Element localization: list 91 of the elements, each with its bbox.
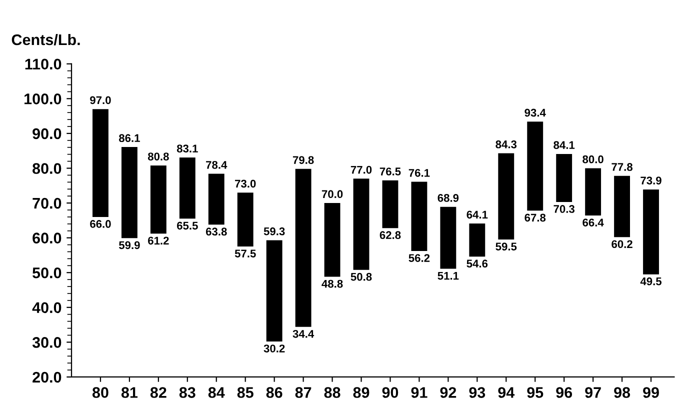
x-tick-label: 83	[179, 387, 196, 398]
x-tick-label: 94	[498, 387, 515, 398]
annotation: 93.4	[524, 108, 546, 117]
x-tick-label: 92	[440, 387, 456, 398]
annotation: 61.2	[148, 236, 169, 245]
y-tick-label: 70.0	[32, 198, 62, 209]
bar	[179, 157, 196, 219]
annotation: 76.5	[380, 168, 401, 176]
x-tick-label: 85	[237, 387, 254, 398]
annotation: 59.5	[496, 242, 517, 250]
x-tick-label: 98	[614, 387, 630, 398]
annotation: 79.8	[292, 156, 314, 164]
bar	[585, 168, 602, 216]
annotation: 63.8	[206, 228, 227, 236]
bar	[527, 122, 544, 211]
bar	[92, 109, 108, 217]
annotation: 30.2	[264, 344, 285, 352]
annotation: 80.8	[148, 152, 169, 160]
annotation: 34.4	[292, 330, 314, 338]
annotation: 77.8	[612, 163, 633, 171]
y-tick-label: 100.0	[24, 94, 62, 104]
bar	[614, 176, 630, 238]
y-tick-label: 80.0	[32, 163, 62, 174]
annotation: 62.8	[380, 231, 401, 240]
annotation: 73.9	[640, 176, 662, 184]
annotation: 66.0	[90, 220, 111, 228]
annotation: 48.8	[322, 280, 343, 288]
annotation: 73.0	[235, 180, 256, 188]
y-axis-title: Cents/Lb.	[12, 34, 80, 46]
x-tick-label: 93	[469, 387, 486, 398]
x-tick-label: 82	[150, 387, 166, 398]
bar	[643, 189, 659, 274]
y-tick-label: 60.0	[32, 232, 62, 244]
annotation: 76.1	[408, 168, 430, 177]
x-tick-label: 91	[411, 387, 428, 398]
annotation: 66.4	[582, 218, 604, 226]
bar	[266, 240, 282, 342]
annotation: 70.3	[554, 205, 574, 213]
y-tick-label: 20.0	[32, 372, 62, 383]
x-tick-label: 97	[585, 387, 601, 398]
annotation: 70.0	[322, 190, 343, 198]
y-tick-label: 40.0	[32, 302, 62, 314]
annotation: 59.3	[264, 227, 285, 236]
annotation: 83.1	[176, 144, 198, 152]
x-tick-label: 89	[353, 387, 370, 398]
bar	[382, 180, 398, 228]
x-tick-label: 90	[382, 387, 398, 398]
annotation: 84.1	[554, 141, 575, 149]
x-tick-label: 84	[208, 387, 225, 398]
annotation: 68.9	[438, 194, 459, 202]
x-tick-label: 80	[92, 387, 108, 398]
annotation: 78.4	[206, 160, 228, 169]
x-tick-label: 95	[527, 387, 544, 398]
bar	[469, 224, 486, 257]
bar	[208, 174, 224, 225]
y-tick-label: 30.0	[32, 337, 62, 348]
y-tick-label: 110.0	[25, 58, 62, 70]
annotation: 51.1	[438, 272, 459, 280]
x-tick-label: 87	[295, 387, 312, 398]
annotation: 59.9	[118, 241, 140, 250]
x-tick-label: 86	[266, 387, 282, 398]
bar	[353, 178, 370, 270]
bar	[324, 203, 340, 277]
annotation: 57.5	[234, 250, 256, 258]
annotation: 54.6	[466, 260, 488, 268]
annotation: 84.3	[496, 140, 517, 148]
bar	[556, 154, 572, 202]
bar	[150, 165, 166, 234]
bar	[237, 192, 254, 247]
annotation: 97.0	[90, 96, 111, 104]
annotation: 50.8	[350, 272, 372, 281]
annotation: 60.2	[612, 240, 632, 248]
bar	[295, 168, 312, 327]
bar	[498, 153, 514, 240]
x-tick-label: 81	[121, 387, 138, 398]
x-tick-label: 96	[556, 387, 572, 398]
annotation: 65.5	[177, 222, 198, 230]
y-tick-label: 50.0	[32, 267, 62, 278]
bar	[411, 182, 428, 252]
bar	[121, 147, 138, 238]
x-tick-label: 88	[324, 387, 340, 398]
annotation: 80.0	[582, 155, 604, 164]
annotation: 49.5	[640, 277, 662, 286]
annotation: 64.1	[466, 210, 488, 219]
annotation: 86.1	[118, 134, 140, 142]
bar	[440, 206, 456, 269]
annotation: 77.0	[350, 166, 372, 174]
y-tick-label: 90.0	[32, 128, 62, 140]
x-tick-label: 99	[643, 387, 659, 398]
annotation: 56.2	[408, 254, 430, 262]
annotation: 67.8	[524, 214, 546, 222]
